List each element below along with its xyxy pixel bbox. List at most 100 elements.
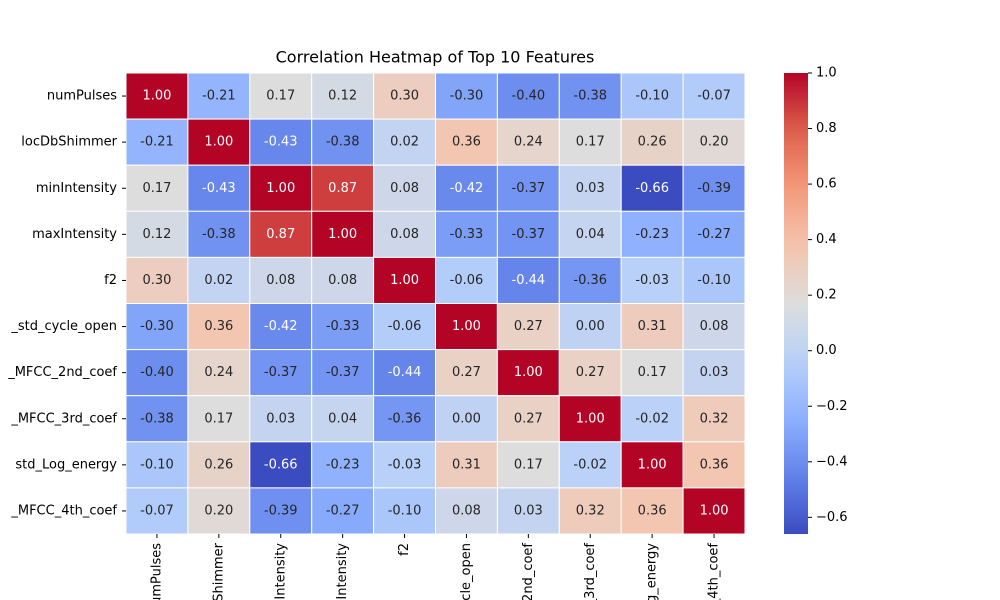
- cell-label: 0.26: [638, 135, 667, 150]
- heatmap-cell: [435, 72, 498, 120]
- cell-label: 0.31: [638, 319, 667, 334]
- heatmap-cell: [496, 441, 560, 489]
- heatmap-cell: [620, 164, 684, 212]
- colorbar-tick-label: 0.6: [816, 177, 837, 192]
- cell-label: 0.27: [576, 365, 605, 380]
- cell-label: 0.27: [452, 365, 481, 380]
- y-tick-label: maxIntensity: [32, 227, 117, 242]
- cell-label: -0.38: [202, 227, 236, 242]
- cell-label: -0.66: [635, 181, 669, 196]
- colorbar: [784, 73, 808, 534]
- x-tick-label: locDbShimmer: [211, 542, 226, 600]
- cell-label: 0.30: [390, 89, 419, 104]
- cell-label: 1.00: [142, 89, 171, 104]
- cell-label: -0.02: [635, 411, 669, 426]
- cell-label: -0.02: [573, 457, 607, 472]
- cell-label: 1.00: [452, 319, 481, 334]
- cell-label: 0.04: [576, 227, 605, 242]
- cell-label: 0.87: [266, 227, 295, 242]
- x-tick-label: minIntensity: [273, 543, 288, 600]
- cell-label: -0.43: [264, 135, 298, 150]
- x-tick-label: _MFCC_2nd_coef: [521, 543, 536, 600]
- colorbar-tick-label: −0.4: [816, 454, 848, 469]
- cell-label: 0.00: [452, 411, 481, 426]
- heatmap-cell: [311, 349, 375, 397]
- heatmap-cell: [187, 395, 251, 443]
- heatmap-cell: [620, 118, 684, 166]
- cell-label: -0.40: [512, 89, 546, 104]
- heatmap-cell: [558, 349, 622, 397]
- colorbar-tick-label: 0.0: [816, 343, 837, 358]
- cell-label: -0.39: [697, 181, 731, 196]
- heatmap-cell: [125, 72, 189, 120]
- cell-label: 0.32: [576, 503, 605, 518]
- colorbar-tick-label: 1.0: [816, 66, 837, 81]
- heatmap-cell: [558, 118, 622, 166]
- cell-label: 0.17: [514, 457, 543, 472]
- cell-label: -0.21: [140, 135, 174, 150]
- heatmap-cell: [311, 118, 375, 166]
- heatmap-cell: [311, 303, 375, 351]
- cell-label: 1.00: [576, 411, 605, 426]
- cell-label: 0.12: [142, 227, 171, 242]
- heatmap-cell: [187, 256, 251, 304]
- heatmap-cell: [496, 256, 560, 304]
- heatmap-cell: [682, 164, 746, 212]
- heatmap-cell: [125, 487, 189, 535]
- cell-label: 0.31: [452, 457, 481, 472]
- y-tick-label: std_Log_energy: [15, 457, 117, 472]
- heatmap-cell: [373, 303, 437, 351]
- heatmap-cell: [496, 118, 560, 166]
- heatmap-cell: [558, 441, 622, 489]
- y-tick-label: _MFCC_3rd_coef: [10, 411, 117, 426]
- heatmap-cell: [125, 210, 189, 258]
- cell-label: -0.30: [450, 89, 484, 104]
- cell-label: 0.36: [204, 319, 233, 334]
- heatmap-cell: [558, 164, 622, 212]
- cell-label: 0.03: [700, 365, 729, 380]
- cell-label: 0.03: [514, 503, 543, 518]
- heatmap-cell: [620, 256, 684, 304]
- x-tick-label: numPulses: [149, 543, 164, 600]
- cell-label: -0.27: [697, 227, 731, 242]
- cell-label: -0.66: [264, 457, 298, 472]
- cell-label: 0.04: [328, 411, 357, 426]
- cell-label: 0.03: [266, 411, 295, 426]
- cell-label: 0.36: [700, 457, 729, 472]
- heatmap-cell: [620, 210, 684, 258]
- heatmap-cell: [373, 441, 437, 489]
- colorbar-tick-label: −0.6: [816, 510, 848, 525]
- heatmap-cell: [558, 72, 622, 120]
- cell-label: 0.08: [266, 273, 295, 288]
- heatmap-cell: [311, 395, 375, 443]
- cell-label: 1.00: [328, 227, 357, 242]
- y-tick-label: numPulses: [47, 89, 117, 104]
- heatmap-cell: [249, 256, 313, 304]
- heatmap-cell: [373, 395, 437, 443]
- cell-label: -0.10: [697, 273, 731, 288]
- cell-label: 0.12: [328, 89, 357, 104]
- heatmap-cell: [620, 349, 684, 397]
- heatmap-cell: [620, 487, 684, 535]
- cell-label: 0.27: [514, 319, 543, 334]
- cell-label: -0.36: [573, 273, 607, 288]
- colorbar-tick-label: 0.2: [816, 288, 837, 303]
- cell-label: 0.08: [390, 227, 419, 242]
- cell-label: -0.37: [512, 227, 546, 242]
- cell-label: 0.08: [390, 181, 419, 196]
- cell-label: -0.10: [635, 89, 669, 104]
- cell-label: -0.21: [202, 89, 236, 104]
- x-tick-label: std_Log_energy: [645, 543, 660, 600]
- heatmap-cell: [435, 395, 498, 443]
- y-tick-label: minIntensity: [36, 181, 117, 196]
- heatmap-cell: [125, 303, 189, 351]
- y-tick-label: _MFCC_2nd_coef: [7, 365, 117, 380]
- heatmap-cell: [496, 487, 560, 535]
- cell-label: 0.26: [204, 457, 233, 472]
- cell-label: -0.38: [140, 411, 174, 426]
- cell-label: -0.10: [388, 503, 422, 518]
- heatmap-cell: [496, 210, 560, 258]
- x-tick-label: f2: [397, 543, 412, 556]
- heatmap-cell: [311, 441, 375, 489]
